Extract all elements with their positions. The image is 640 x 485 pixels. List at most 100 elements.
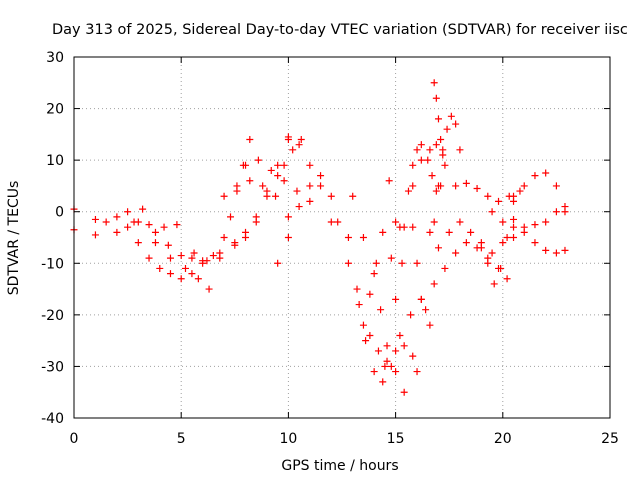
data-point: [306, 197, 314, 205]
data-point: [561, 246, 569, 254]
data-point: [227, 213, 235, 221]
data-series-track-1: [70, 205, 213, 293]
data-point: [426, 146, 434, 154]
data-point: [188, 254, 196, 262]
data-point: [392, 218, 400, 226]
data-series-track-20: [424, 156, 445, 195]
y-tick-label: 10: [46, 153, 64, 169]
data-point: [413, 259, 421, 267]
data-point: [295, 203, 303, 211]
data-point: [499, 239, 507, 247]
data-point: [552, 208, 560, 216]
data-point: [102, 218, 110, 226]
data-point: [392, 295, 400, 303]
data-point: [231, 241, 239, 249]
data-point: [366, 331, 374, 339]
data-point: [113, 213, 121, 221]
data-point: [452, 182, 460, 190]
data-point: [456, 218, 464, 226]
y-tick-label: 30: [46, 50, 64, 66]
data-point: [246, 136, 254, 144]
data-point: [409, 161, 417, 169]
y-tick-label: -40: [41, 411, 64, 427]
data-point: [151, 228, 159, 236]
data-point: [130, 218, 138, 226]
data-point: [413, 146, 421, 154]
data-point: [91, 215, 99, 223]
data-point: [409, 223, 417, 231]
data-point: [263, 187, 271, 195]
data-point: [327, 192, 335, 200]
data-point: [473, 185, 481, 193]
data-point: [242, 161, 250, 169]
data-point: [166, 270, 174, 278]
data-point: [432, 187, 440, 195]
data-point: [552, 249, 560, 257]
data-point: [510, 192, 518, 200]
data-point: [194, 275, 202, 283]
data-point: [531, 172, 539, 180]
data-point: [252, 213, 260, 221]
data-point: [344, 234, 352, 241]
data-point: [317, 172, 325, 180]
data-point: [216, 249, 224, 257]
data-series-track-6: [199, 136, 292, 267]
x-tick-label: 15: [387, 431, 405, 447]
data-point: [334, 218, 342, 226]
data-point: [274, 259, 282, 267]
data-point: [434, 115, 442, 123]
data-point: [160, 223, 168, 231]
data-series-track-23: [434, 218, 518, 257]
data-point: [267, 166, 275, 174]
x-tick-label: 25: [601, 431, 619, 447]
data-point: [220, 192, 228, 200]
data-point: [417, 156, 425, 164]
data-point: [443, 125, 451, 133]
data-point: [181, 264, 189, 272]
data-point: [439, 146, 447, 154]
data-series-track-3: [102, 218, 196, 283]
data-point: [552, 182, 560, 190]
data-series-track-7: [231, 136, 305, 249]
data-point: [353, 285, 361, 293]
data-point: [359, 234, 367, 241]
data-point: [542, 218, 550, 226]
data-point: [484, 192, 492, 200]
data-point: [91, 231, 99, 239]
data-point: [280, 161, 288, 169]
data-series-track-25: [477, 197, 518, 288]
data-series-track-8: [220, 177, 292, 221]
data-point: [284, 234, 292, 241]
data-series-track-10: [274, 172, 342, 267]
data-series-track-14: [349, 192, 408, 396]
y-tick-label: 0: [55, 205, 64, 221]
data-point: [477, 244, 485, 252]
x-axis-label: GPS time / hours: [281, 458, 398, 474]
data-point: [387, 362, 395, 370]
grid-layer: [74, 57, 610, 418]
data-point: [488, 249, 496, 257]
data-series-track-24: [452, 179, 524, 205]
data-point: [434, 244, 442, 252]
data-series-track-17: [387, 141, 425, 262]
data-point: [400, 342, 408, 350]
data-series-track-19: [430, 79, 449, 169]
data-point: [381, 362, 389, 370]
data-point: [430, 280, 438, 288]
data-point: [441, 161, 449, 169]
data-point: [164, 241, 172, 249]
data-point: [284, 133, 292, 141]
data-point: [516, 187, 524, 195]
data-point: [220, 234, 228, 241]
data-point: [445, 228, 453, 236]
data-point: [441, 264, 449, 272]
x-tick-label: 10: [279, 431, 297, 447]
data-point: [409, 352, 417, 360]
data-point: [510, 234, 518, 241]
data-series-track-13: [344, 259, 421, 376]
data-point: [531, 239, 539, 247]
data-point: [233, 182, 241, 190]
chart-title: Day 313 of 2025, Sidereal Day-to-day VTE…: [52, 22, 628, 38]
